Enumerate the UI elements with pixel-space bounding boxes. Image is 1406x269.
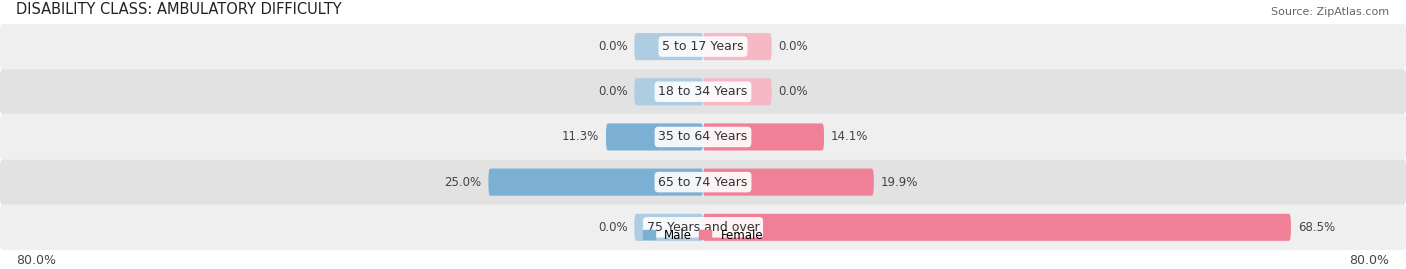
Text: 14.1%: 14.1% xyxy=(831,130,869,143)
Text: 0.0%: 0.0% xyxy=(779,85,808,98)
FancyBboxPatch shape xyxy=(488,169,703,196)
Text: 80.0%: 80.0% xyxy=(1350,253,1389,267)
FancyBboxPatch shape xyxy=(703,123,824,150)
Text: 0.0%: 0.0% xyxy=(598,85,627,98)
Text: 80.0%: 80.0% xyxy=(17,253,56,267)
Text: 0.0%: 0.0% xyxy=(779,40,808,53)
FancyBboxPatch shape xyxy=(0,24,1406,69)
Text: 0.0%: 0.0% xyxy=(598,40,627,53)
Text: 75 Years and over: 75 Years and over xyxy=(647,221,759,234)
FancyBboxPatch shape xyxy=(634,214,703,241)
FancyBboxPatch shape xyxy=(703,214,1291,241)
Text: 5 to 17 Years: 5 to 17 Years xyxy=(662,40,744,53)
Text: 25.0%: 25.0% xyxy=(444,176,482,189)
Text: 19.9%: 19.9% xyxy=(880,176,918,189)
FancyBboxPatch shape xyxy=(0,205,1406,250)
Text: 18 to 34 Years: 18 to 34 Years xyxy=(658,85,748,98)
FancyBboxPatch shape xyxy=(634,33,703,60)
FancyBboxPatch shape xyxy=(606,123,703,150)
FancyBboxPatch shape xyxy=(703,78,772,105)
Text: Source: ZipAtlas.com: Source: ZipAtlas.com xyxy=(1271,7,1389,17)
FancyBboxPatch shape xyxy=(0,160,1406,205)
FancyBboxPatch shape xyxy=(0,69,1406,114)
FancyBboxPatch shape xyxy=(0,114,1406,160)
Text: 35 to 64 Years: 35 to 64 Years xyxy=(658,130,748,143)
Text: DISABILITY CLASS: AMBULATORY DIFFICULTY: DISABILITY CLASS: AMBULATORY DIFFICULTY xyxy=(17,2,342,17)
Text: 68.5%: 68.5% xyxy=(1298,221,1334,234)
Legend: Male, Female: Male, Female xyxy=(638,224,768,246)
Text: 65 to 74 Years: 65 to 74 Years xyxy=(658,176,748,189)
Text: 11.3%: 11.3% xyxy=(562,130,599,143)
FancyBboxPatch shape xyxy=(634,78,703,105)
Text: 0.0%: 0.0% xyxy=(598,221,627,234)
FancyBboxPatch shape xyxy=(703,33,772,60)
FancyBboxPatch shape xyxy=(703,169,873,196)
